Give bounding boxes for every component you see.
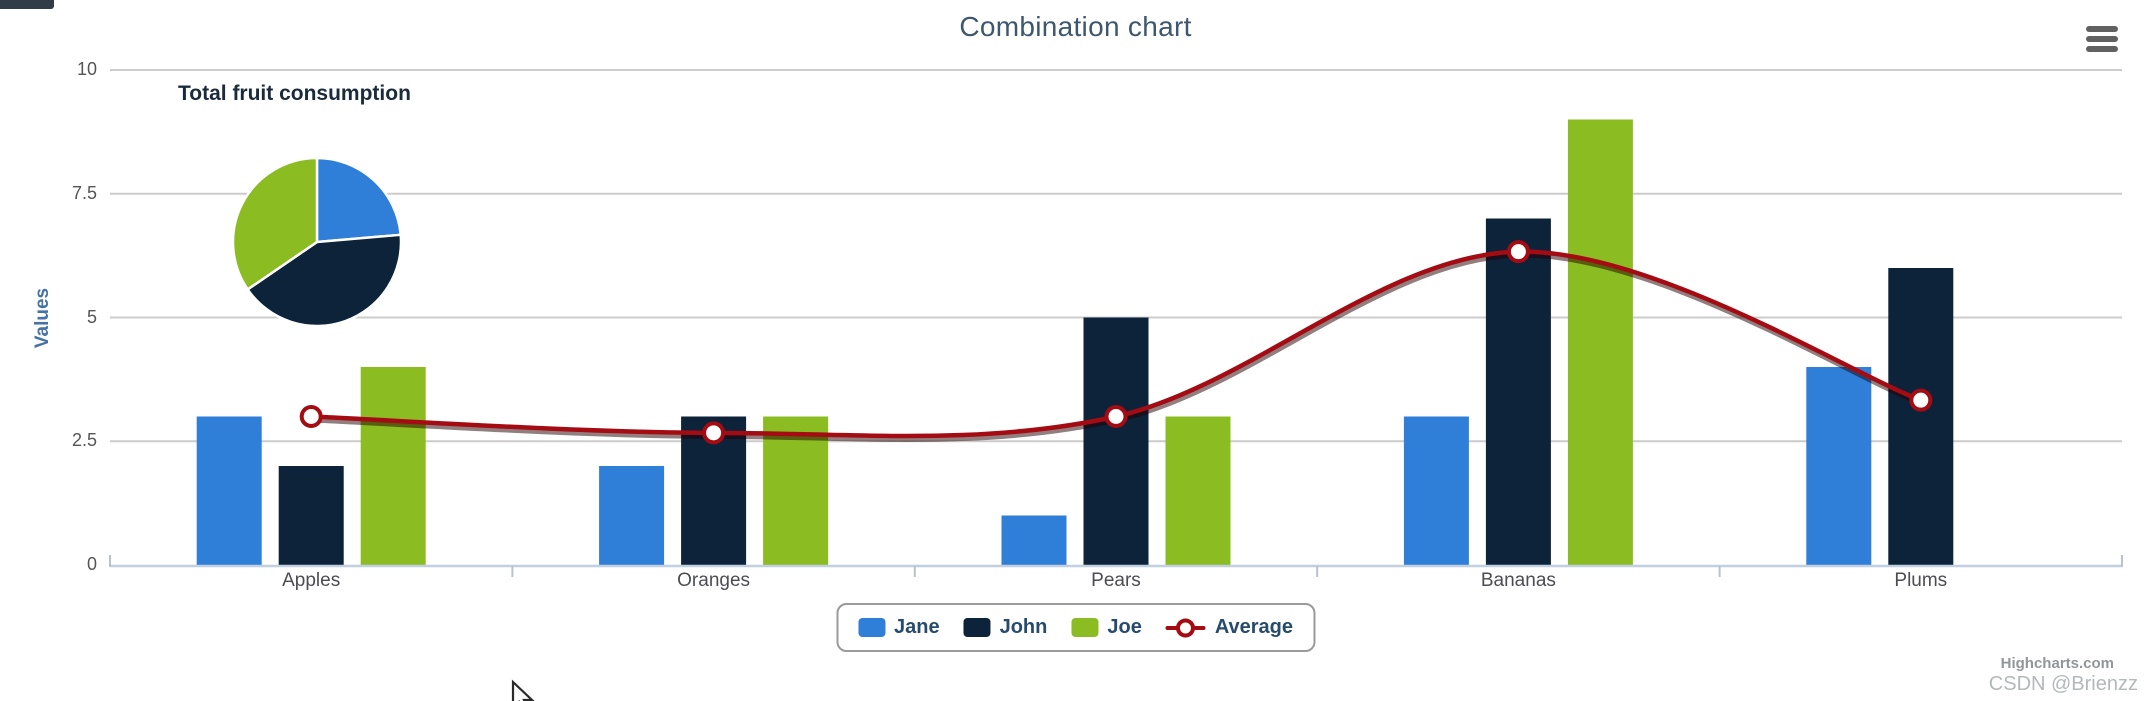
pie-slice-jane[interactable]: [315, 156, 402, 244]
bar-john-apples[interactable]: [278, 466, 344, 565]
bar-john-plums[interactable]: [1888, 268, 1954, 565]
highcharts-credit-link[interactable]: Highcharts.com: [2000, 655, 2114, 672]
legend-label: John: [999, 616, 1048, 638]
legend-item-jane[interactable]: Jane: [857, 616, 940, 639]
bar-john-pears[interactable]: [1083, 317, 1149, 566]
chart-title: Combination chart: [959, 11, 1192, 42]
y-axis-label-2.5: 2.5: [71, 430, 97, 451]
x-axis-label-plums: Plums: [1894, 570, 1948, 591]
x-axis-label-pears: Pears: [1091, 570, 1141, 591]
bar-jane-apples[interactable]: [196, 416, 262, 566]
y-axis-title: Values: [32, 287, 53, 349]
legend-item-joe[interactable]: Joe: [1071, 616, 1142, 639]
corner-overlay-chip: [0, 0, 54, 9]
average-marker-apples[interactable]: [299, 405, 323, 428]
legend-label: Average: [1214, 616, 1294, 638]
y-axis-label-7.5: 7.5: [71, 182, 97, 203]
jane-series-swatch-icon: [857, 618, 885, 637]
average-marker-oranges[interactable]: [702, 421, 726, 445]
legend-label: Joe: [1107, 616, 1142, 638]
bar-john-bananas[interactable]: [1485, 218, 1551, 566]
bar-jane-plums[interactable]: [1806, 367, 1872, 565]
average-line-marker-icon: [1165, 618, 1206, 638]
x-axis-label-oranges: Oranges: [677, 570, 751, 591]
average-marker-bananas[interactable]: [1506, 240, 1530, 264]
legend-item-average[interactable]: Average: [1165, 616, 1294, 639]
pie-chart-label: Total fruit consumption: [178, 82, 411, 105]
y-axis-label-10: 10: [76, 59, 97, 79]
joe-series-swatch-icon: [1071, 618, 1099, 637]
x-axis-label-apples: Apples: [282, 570, 341, 591]
bar-joe-oranges[interactable]: [763, 416, 829, 566]
hamburger-menu-icon: [2086, 26, 2118, 32]
y-axis-label-5: 5: [86, 306, 97, 327]
y-axis-label-0: 0: [86, 554, 97, 574]
x-axis-label-bananas: Bananas: [1480, 570, 1556, 591]
john-series-swatch-icon: [963, 618, 991, 637]
csdn-watermark: CSDN @Brienzz: [1988, 673, 2138, 695]
average-marker-plums[interactable]: [1909, 388, 1933, 412]
legend: Jane John Joe Average: [835, 603, 1316, 652]
bar-joe-pears[interactable]: [1165, 416, 1231, 566]
bar-jane-oranges[interactable]: [599, 466, 665, 565]
legend-label: Jane: [893, 616, 940, 638]
legend-item-john[interactable]: John: [963, 616, 1048, 639]
mouse-cursor: [511, 679, 535, 701]
bar-joe-bananas[interactable]: [1567, 119, 1633, 566]
bar-jane-pears[interactable]: [1001, 515, 1067, 566]
export-menu-button[interactable]: [2086, 26, 2118, 56]
bar-joe-apples[interactable]: [360, 367, 426, 565]
bar-jane-bananas[interactable]: [1403, 416, 1469, 566]
pie-slice-joe[interactable]: [231, 156, 319, 291]
pie-slice-john[interactable]: [246, 233, 403, 328]
average-marker-pears[interactable]: [1104, 405, 1128, 428]
